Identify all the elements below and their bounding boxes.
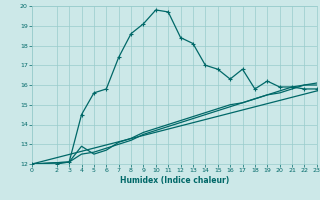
X-axis label: Humidex (Indice chaleur): Humidex (Indice chaleur) xyxy=(120,176,229,185)
